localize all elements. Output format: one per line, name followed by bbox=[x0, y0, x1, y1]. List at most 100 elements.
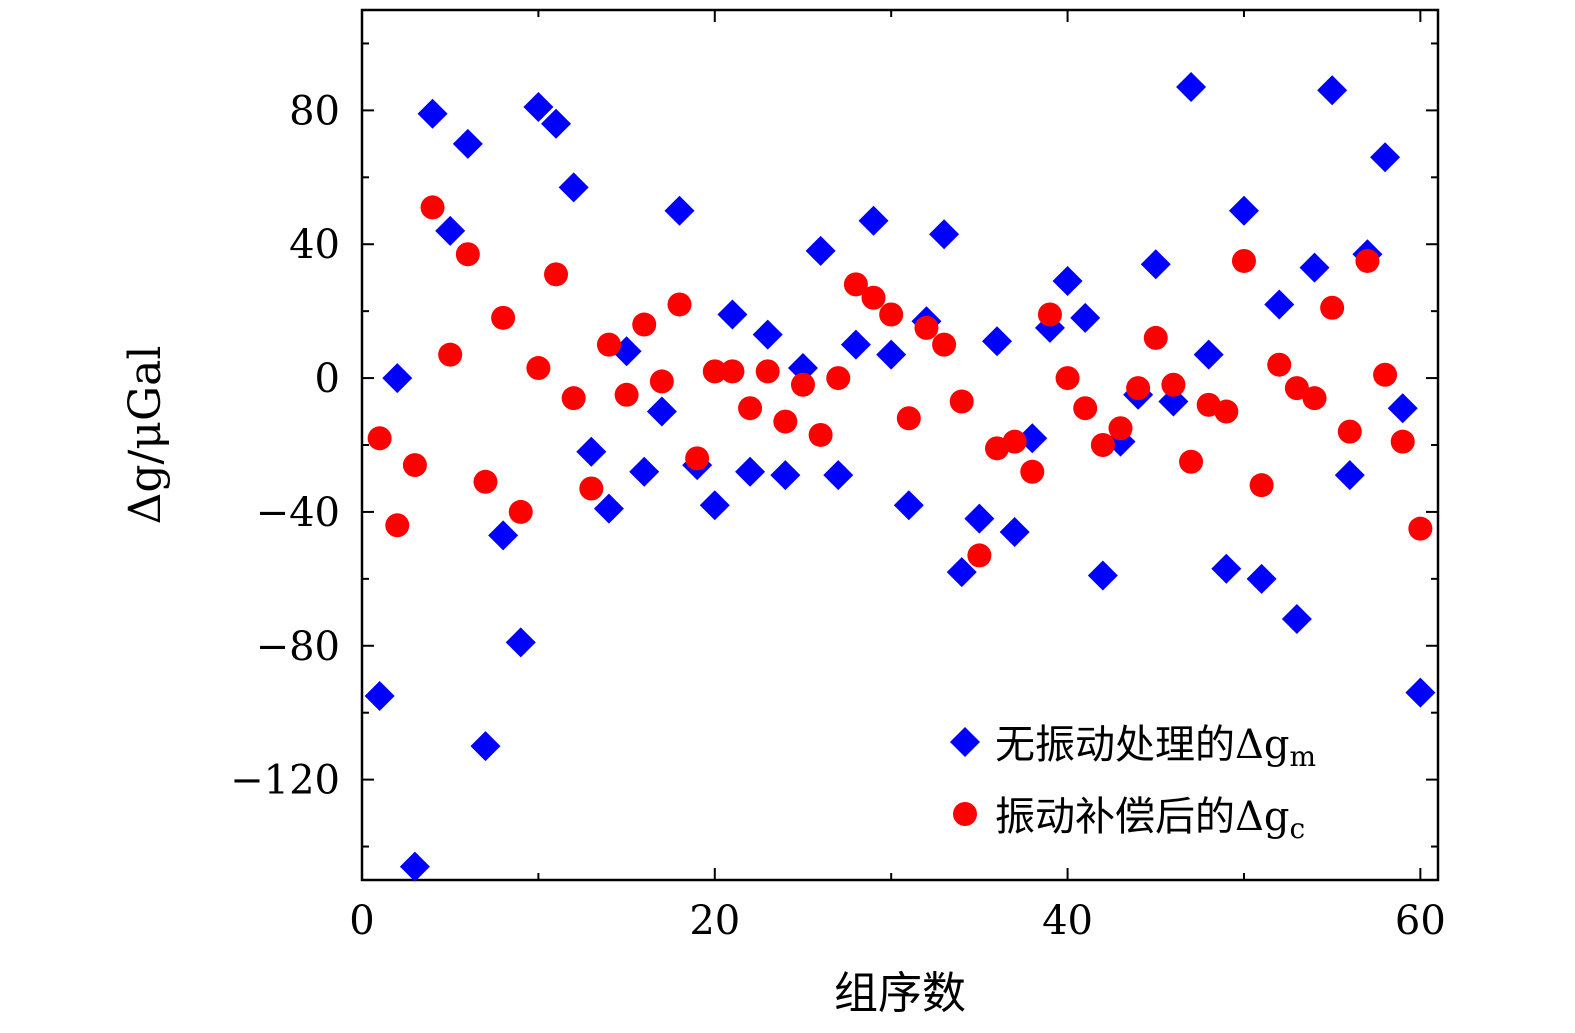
circle-point bbox=[1320, 295, 1345, 320]
diamond-point bbox=[1246, 563, 1277, 594]
diamond-point bbox=[1070, 302, 1101, 333]
circle-point bbox=[702, 359, 727, 384]
circle-point bbox=[808, 422, 833, 447]
circle-point bbox=[649, 369, 674, 394]
legend-label-main: 振动补偿后的Δg bbox=[995, 794, 1290, 840]
diamond-point bbox=[629, 456, 660, 487]
diamond-point bbox=[593, 493, 624, 524]
circle-point bbox=[720, 359, 745, 384]
circle-point bbox=[1108, 416, 1133, 441]
circle-point bbox=[1355, 248, 1380, 273]
y-tick-label: −80 bbox=[256, 624, 340, 670]
circle-point bbox=[949, 389, 974, 414]
circle-point bbox=[879, 302, 904, 327]
x-axis-title: 组序数 bbox=[834, 968, 966, 1019]
diamond-point bbox=[893, 490, 924, 521]
diamond-point bbox=[858, 205, 889, 236]
circle-point bbox=[932, 332, 957, 357]
circle-point bbox=[861, 285, 886, 310]
diamond-point bbox=[982, 326, 1013, 357]
diamond-point bbox=[1052, 266, 1083, 297]
circle-point bbox=[1373, 362, 1398, 387]
circle-point bbox=[420, 195, 445, 220]
diamond-point bbox=[1140, 249, 1171, 280]
diamond-point bbox=[840, 329, 871, 360]
circle-point bbox=[685, 446, 710, 471]
data-marks bbox=[364, 71, 1436, 882]
circle-point bbox=[614, 382, 639, 407]
circle-point bbox=[1143, 325, 1168, 350]
circle-point bbox=[1037, 302, 1062, 327]
diamond-point bbox=[1264, 289, 1295, 320]
diamond-point bbox=[1405, 677, 1436, 708]
diamond-point bbox=[1211, 553, 1242, 584]
circle-point bbox=[755, 359, 780, 384]
circle-point bbox=[491, 305, 516, 330]
circle-point bbox=[402, 453, 427, 478]
circle-point bbox=[1302, 386, 1327, 411]
circle-point bbox=[596, 332, 621, 357]
diamond-point bbox=[452, 128, 483, 159]
series-2-points bbox=[367, 195, 1433, 568]
diamond-point bbox=[1087, 560, 1118, 591]
diamond-point bbox=[364, 680, 395, 711]
circle-point bbox=[1020, 459, 1045, 484]
circle-point bbox=[1161, 372, 1186, 397]
legend-marker-1 bbox=[950, 727, 980, 757]
circle-point bbox=[667, 292, 692, 317]
y-tick-label: 40 bbox=[289, 222, 340, 268]
circle-point bbox=[526, 356, 551, 381]
circle-point bbox=[1249, 473, 1274, 498]
diamond-point bbox=[435, 215, 466, 246]
diamond-point bbox=[964, 503, 995, 534]
circle-point bbox=[914, 315, 939, 340]
circle-point bbox=[1337, 419, 1362, 444]
circle-point bbox=[1390, 429, 1415, 454]
circle-point bbox=[1214, 399, 1239, 424]
circle-point bbox=[544, 262, 569, 287]
diamond-point bbox=[999, 517, 1030, 547]
diamond-point bbox=[1299, 252, 1330, 283]
diamond-point bbox=[823, 460, 854, 491]
circle-point bbox=[843, 272, 868, 297]
diamond-point bbox=[1017, 423, 1048, 454]
diamond-point bbox=[1176, 71, 1207, 102]
x-tick-label: 60 bbox=[1395, 898, 1446, 944]
circle-point bbox=[561, 386, 586, 411]
y-tick-label: −40 bbox=[256, 490, 340, 536]
legend-label-subscript: m bbox=[1290, 740, 1317, 773]
diamond-point bbox=[417, 98, 448, 129]
circle-point bbox=[1267, 352, 1292, 377]
diamond-point bbox=[946, 557, 977, 588]
y-tick-label: −120 bbox=[230, 758, 340, 804]
circle-point bbox=[473, 469, 498, 494]
circle-point bbox=[1126, 376, 1151, 401]
circle-point bbox=[773, 409, 798, 434]
diamond-point bbox=[399, 851, 430, 882]
circle-point bbox=[1408, 516, 1433, 541]
circle-point bbox=[790, 372, 815, 397]
diamond-point bbox=[646, 396, 677, 427]
circle-point bbox=[579, 476, 604, 501]
diamond-point bbox=[1281, 604, 1312, 634]
y-tick-label: 0 bbox=[315, 356, 340, 402]
diamond-point bbox=[488, 520, 519, 551]
diamond-point bbox=[541, 108, 572, 139]
diamond-point bbox=[523, 92, 554, 123]
diamond-point bbox=[929, 219, 960, 250]
diamond-point bbox=[382, 363, 413, 394]
diamond-point bbox=[717, 299, 748, 330]
diamond-point bbox=[558, 172, 589, 203]
circle-point bbox=[438, 342, 463, 367]
circle-point bbox=[1284, 376, 1309, 401]
diamond-point bbox=[1387, 393, 1418, 424]
circle-point bbox=[367, 426, 392, 451]
diamond-point bbox=[1370, 142, 1401, 173]
diamond-point bbox=[699, 490, 730, 521]
x-tick-label: 20 bbox=[689, 898, 740, 944]
circle-point bbox=[1073, 396, 1098, 421]
circle-point bbox=[632, 312, 657, 337]
circle-point bbox=[1179, 449, 1204, 474]
